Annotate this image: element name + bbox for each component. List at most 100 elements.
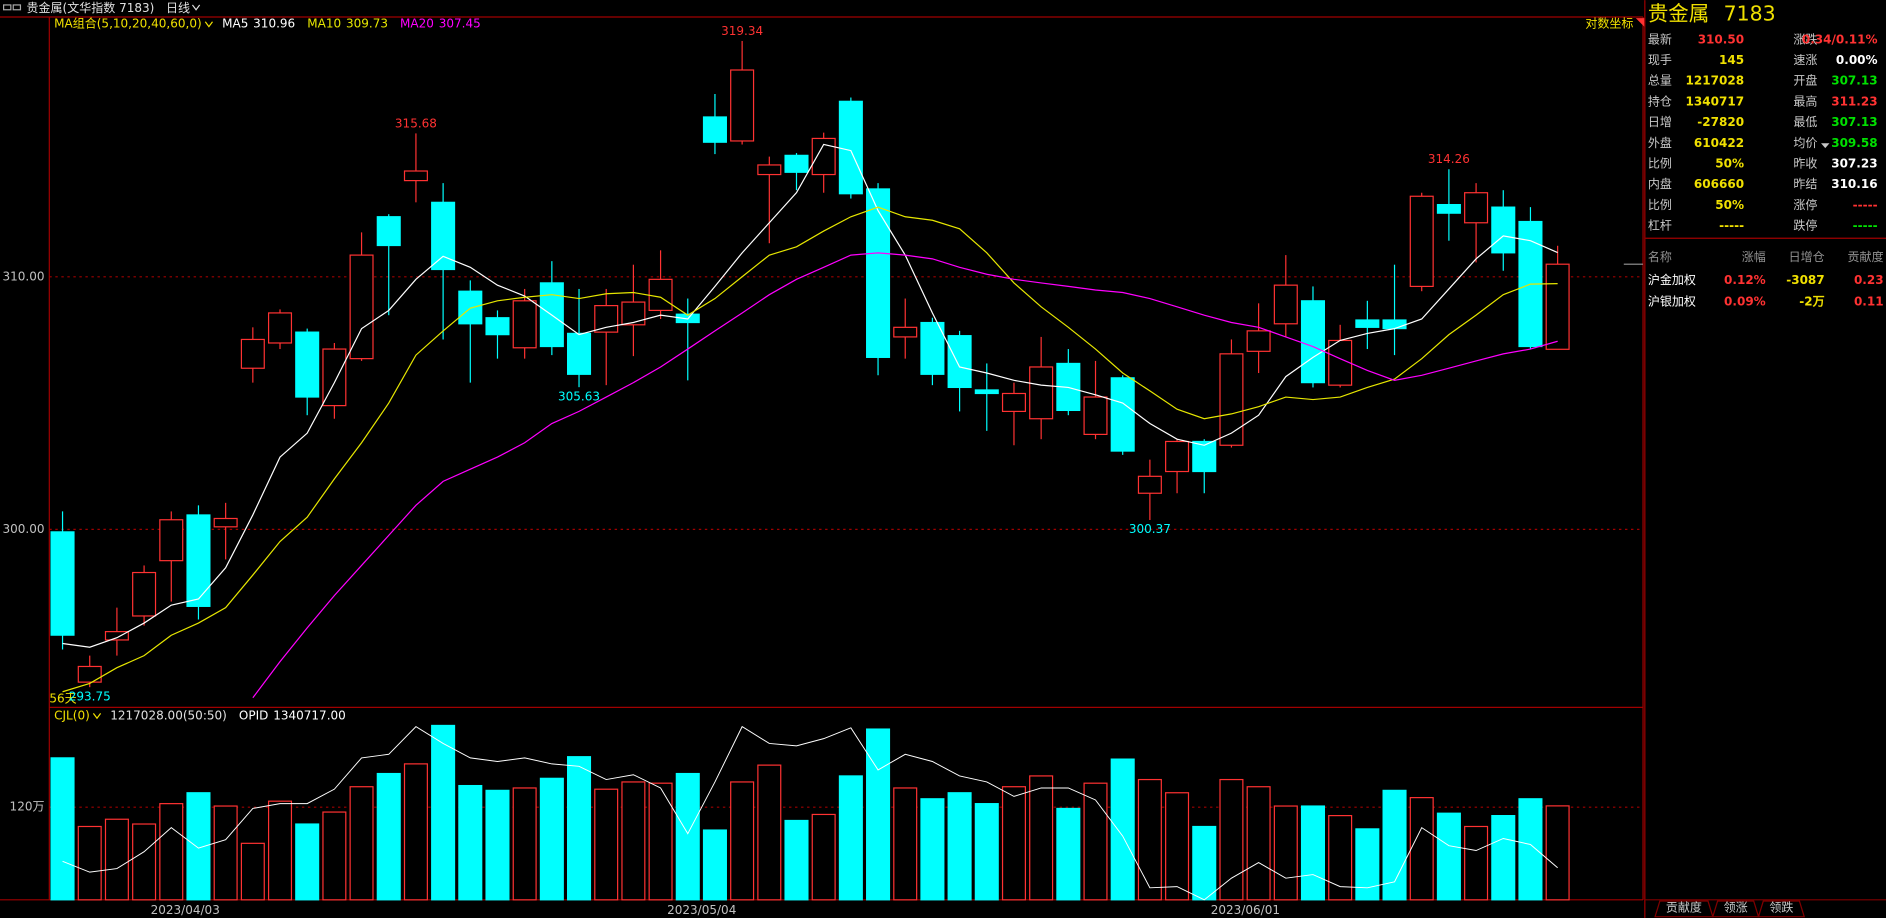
volume-bar <box>267 800 293 901</box>
volume-bar <box>1300 805 1326 901</box>
legend-name: MA10 <box>307 17 341 31</box>
candle-body <box>920 321 945 375</box>
quote-value: 0.34/0.11% <box>1802 32 1878 46</box>
table-header: 名称 <box>1648 249 1672 264</box>
candle-body <box>838 100 863 195</box>
table-cell: 0.23 <box>1854 273 1884 287</box>
header-title: 贵金属(文华指数 7183) <box>26 0 154 15</box>
candle-body <box>1300 300 1326 384</box>
volume-bar <box>485 789 510 901</box>
tab-label[interactable]: 领涨 <box>1724 900 1748 915</box>
candle-body <box>1165 440 1190 473</box>
icon[interactable] <box>12 4 22 11</box>
volume-bar <box>1436 812 1461 901</box>
volume-bar <box>1083 782 1108 901</box>
quote-code: 7183 <box>1724 2 1776 26</box>
candle-body <box>1382 319 1407 330</box>
icon[interactable] <box>3 4 12 11</box>
volume-bar <box>403 763 428 901</box>
quote-label: 昨收 <box>1793 156 1817 170</box>
candle-body <box>1001 392 1026 413</box>
scale-button[interactable]: 对数坐标 <box>1585 16 1633 31</box>
price-annotation: 314.26 <box>1428 152 1470 166</box>
quote-value: 309.58 <box>1831 136 1877 150</box>
candle-body <box>1029 366 1054 420</box>
volume-bar <box>1355 828 1380 901</box>
candle-body <box>567 332 592 375</box>
volume-bar <box>1409 797 1434 901</box>
quote-label: 总量 <box>1648 74 1672 88</box>
candle-body <box>1219 353 1244 446</box>
candle-body <box>1355 319 1380 328</box>
legend-name: MA5 <box>222 17 248 31</box>
volume-bar <box>893 787 918 901</box>
price-annotation: 300.37 <box>1129 522 1171 536</box>
candle-body <box>784 154 809 173</box>
quote-label: 涨停 <box>1793 197 1817 212</box>
quote-value: -27820 <box>1697 115 1744 129</box>
volume-bar <box>213 805 238 901</box>
candle-body <box>811 137 836 176</box>
quote-label: 杠杆 <box>1648 218 1672 233</box>
volume-bar <box>50 757 75 901</box>
volume-bar <box>1029 775 1054 901</box>
candle-body <box>1409 195 1434 288</box>
tab-label[interactable]: 领跌 <box>1769 900 1793 915</box>
volume-bar <box>1382 789 1407 901</box>
volume-bar <box>77 825 102 901</box>
quote-label: 跌停 <box>1793 218 1817 233</box>
opid-line <box>62 725 1558 901</box>
quote-label: 比例 <box>1648 156 1672 170</box>
quote-value: 311.23 <box>1831 94 1877 108</box>
volume-bar <box>1056 807 1081 901</box>
period-count: 56天 <box>49 691 76 705</box>
tab[interactable] <box>1711 900 1760 918</box>
candle-body <box>757 164 782 176</box>
volume-bar <box>512 787 537 901</box>
quote-label: 日增 <box>1648 115 1672 129</box>
volume-bar <box>567 756 592 901</box>
table-cell: 0.12% <box>1724 273 1766 287</box>
candle-body <box>594 305 619 333</box>
quote-label: 速涨 <box>1793 52 1817 67</box>
candle-body <box>132 571 157 617</box>
candle-body <box>186 514 211 607</box>
quote-value: 1217028 <box>1686 74 1745 88</box>
quote-value: ----- <box>1853 198 1878 212</box>
volume-bar <box>240 842 265 901</box>
table-cell: -2万 <box>1799 295 1824 309</box>
volume-bar <box>1328 815 1353 901</box>
period-selector[interactable]: 日线 <box>166 1 190 15</box>
table-cell: 0.11 <box>1854 295 1884 309</box>
volume-bar <box>702 829 727 901</box>
volume-bar <box>349 786 374 901</box>
volume-bar <box>838 775 863 901</box>
volume-bar <box>621 781 646 901</box>
quote-value: 307.23 <box>1831 156 1877 170</box>
quote-value: 610422 <box>1694 136 1744 150</box>
volume-bar <box>1110 758 1135 901</box>
table-header: 涨幅 <box>1742 249 1766 264</box>
candle-body <box>1137 475 1162 494</box>
candle-body <box>458 290 483 325</box>
volume-bar <box>322 811 347 901</box>
volume-bar <box>947 792 972 901</box>
volume-bar <box>376 772 401 901</box>
volume-bar <box>784 819 809 901</box>
y-tick-label: 120万 <box>10 800 45 814</box>
tab[interactable] <box>1654 900 1714 918</box>
tab-label[interactable]: 贡献度 <box>1666 900 1702 915</box>
quote-value: ----- <box>1853 219 1878 233</box>
quote-label: 现手 <box>1648 53 1672 67</box>
quote-value: 307.13 <box>1831 74 1877 88</box>
tab[interactable] <box>1757 900 1806 918</box>
dropdown-arrow[interactable] <box>1821 143 1830 149</box>
candle-body <box>512 300 537 349</box>
quote-value: 310.50 <box>1698 32 1744 46</box>
legend-value: 310.96 <box>253 17 295 31</box>
volume-bar <box>1518 798 1543 901</box>
candle-body <box>1464 192 1489 224</box>
y-tick-label: 300.00 <box>2 522 44 536</box>
